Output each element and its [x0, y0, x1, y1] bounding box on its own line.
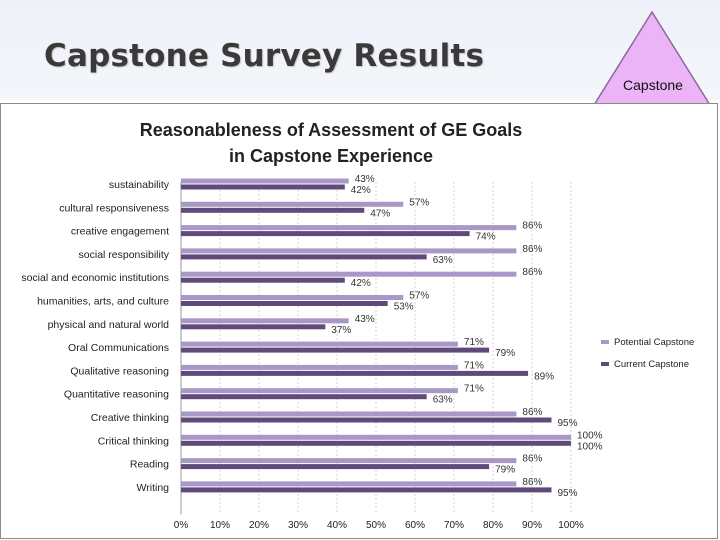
data-label-current: 95%	[558, 488, 578, 499]
data-label-current: 74%	[476, 232, 496, 243]
bar-current	[181, 464, 490, 470]
bar-potential	[181, 318, 349, 324]
legend-label-potential: Potential Capstone	[614, 337, 694, 348]
chart-title-line1: Reasonableness of Assessment of GE Goals	[139, 120, 523, 140]
x-tick-label: 60%	[405, 520, 425, 531]
data-label-potential: 86%	[522, 407, 542, 418]
triangle-label: Capstone	[623, 77, 683, 93]
data-label-potential: 86%	[522, 477, 542, 488]
data-label-potential: 86%	[522, 454, 542, 465]
x-tick-label: 100%	[558, 520, 584, 531]
x-tick-label: 50%	[366, 520, 386, 531]
bar-current	[181, 184, 345, 190]
chart-title-line2: in Capstone Experience	[228, 146, 434, 166]
legend-swatch-potential	[601, 340, 609, 344]
data-label-potential: 43%	[355, 174, 375, 185]
category-label: Oral Communications	[68, 342, 169, 354]
x-tick-label: 20%	[249, 520, 269, 531]
category-label: sustainability	[109, 179, 170, 191]
data-label-potential: 57%	[409, 291, 429, 302]
category-label: Writing	[137, 482, 170, 494]
bar-potential	[181, 201, 404, 207]
data-label-current: 63%	[433, 255, 453, 266]
data-label-current: 53%	[394, 302, 414, 313]
bar-current	[181, 417, 552, 423]
bar-current	[181, 440, 571, 446]
category-label: Qualitative reasoning	[70, 365, 169, 377]
x-tick-label: 70%	[444, 520, 464, 531]
data-label-potential: 71%	[464, 360, 484, 371]
data-label-current: 100%	[577, 441, 603, 452]
bar-current	[181, 324, 326, 330]
x-tick-label: 80%	[483, 520, 503, 531]
data-label-current: 79%	[495, 348, 515, 359]
bar-potential	[181, 271, 517, 277]
bar-potential	[181, 248, 517, 254]
category-label: physical and natural world	[48, 319, 170, 331]
slide-title: Capstone Survey Results	[44, 38, 485, 74]
x-tick-label: 0%	[174, 520, 189, 531]
data-label-current: 63%	[433, 395, 453, 406]
data-label-current: 95%	[558, 418, 578, 429]
data-label-current: 47%	[370, 208, 390, 219]
category-label: social and economic institutions	[21, 272, 169, 284]
bar-current	[181, 301, 388, 306]
category-label: creative engagement	[71, 226, 169, 238]
bar-potential	[181, 178, 349, 184]
bar-current	[181, 487, 552, 493]
bar-potential	[181, 225, 517, 231]
data-label-current: 42%	[351, 185, 371, 196]
data-label-potential: 71%	[464, 384, 484, 395]
bar-potential	[181, 295, 404, 300]
data-label-potential: 86%	[522, 244, 542, 255]
category-label: Critical thinking	[98, 435, 169, 447]
bar-chart: 0% 10% 20% 30% 40% 50% 60% 70% 80% 90% 100% sustain…	[21, 174, 694, 531]
data-label-potential: 57%	[409, 197, 429, 208]
chart-panel: Reasonableness of Assessment of GE Goals…	[0, 103, 718, 539]
data-label-potential: 71%	[464, 337, 484, 348]
x-tick-label: 90%	[522, 520, 542, 531]
data-label-current: 37%	[331, 325, 351, 336]
bar-potential	[181, 458, 517, 464]
bar-potential	[181, 341, 458, 347]
bar-current	[181, 347, 490, 353]
capstone-triangle-badge: Capstone	[592, 10, 714, 107]
bar-current	[181, 370, 529, 376]
category-label: Reading	[130, 459, 169, 471]
legend-swatch-current	[601, 362, 609, 366]
bar-current	[181, 231, 470, 237]
data-label-current: 79%	[495, 465, 515, 476]
bar-current	[181, 254, 427, 260]
bar-potential	[181, 364, 458, 370]
data-label-potential: 86%	[522, 221, 542, 232]
bar-current	[181, 207, 365, 213]
data-label-potential: 43%	[355, 314, 375, 325]
category-label: Quantitative reasoning	[64, 389, 169, 401]
bar-potential	[181, 411, 517, 417]
x-tick-label: 30%	[288, 520, 308, 531]
data-label-current: 89%	[534, 371, 554, 382]
bar-potential	[181, 388, 458, 394]
category-label: humanities, arts, and culture	[37, 296, 169, 308]
data-label-current: 42%	[351, 278, 371, 289]
data-label-potential: 86%	[522, 267, 542, 278]
legend-label-current: Current Capstone	[614, 359, 689, 370]
category-label: social responsibility	[79, 249, 170, 261]
x-tick-label: 40%	[327, 520, 347, 531]
bar-potential	[181, 481, 517, 487]
x-tick-label: 10%	[210, 520, 230, 531]
category-label: cultural responsiveness	[59, 202, 169, 214]
data-label-potential: 100%	[577, 430, 603, 441]
bar-current	[181, 277, 345, 283]
bar-current	[181, 394, 427, 400]
category-label: Creative thinking	[91, 412, 169, 424]
bar-potential	[181, 434, 571, 440]
